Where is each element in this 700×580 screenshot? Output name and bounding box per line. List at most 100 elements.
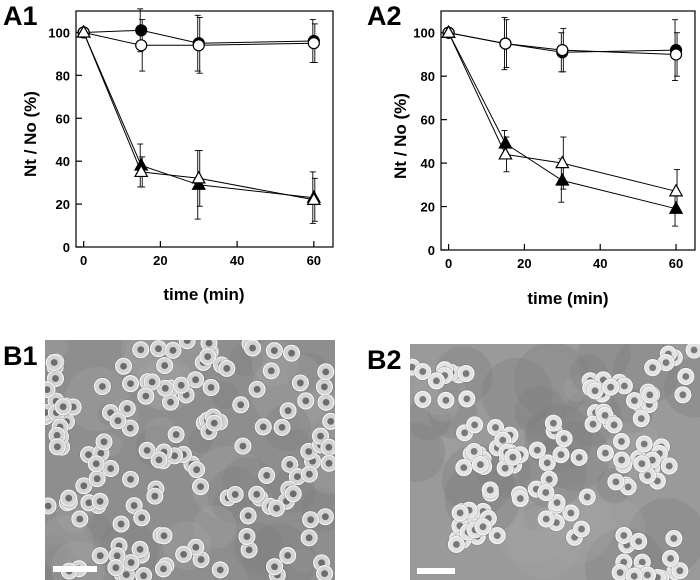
cell-core	[620, 382, 628, 390]
cell-core	[591, 387, 599, 395]
data-point-open-triangle	[555, 155, 570, 169]
cell-core	[322, 368, 330, 376]
cell-core	[97, 449, 105, 457]
data-point-filled-circle	[135, 24, 148, 37]
cell-core	[516, 495, 524, 502]
cell-core	[320, 383, 328, 391]
cell-core	[113, 552, 121, 560]
cell-core	[171, 452, 178, 460]
cell-core	[665, 462, 673, 470]
micrograph-b1	[45, 340, 335, 580]
cell-core	[197, 483, 204, 491]
cell-core	[545, 475, 553, 483]
panel-label-a2: A2	[367, 1, 402, 31]
x-tick-label: 20	[153, 253, 167, 268]
cell-core	[207, 384, 215, 391]
cell-core	[470, 448, 478, 455]
cell-core	[127, 559, 135, 566]
background-mottle	[45, 515, 94, 573]
cell-core	[638, 460, 646, 468]
cell-core	[85, 451, 92, 459]
cell-core	[542, 489, 550, 496]
chart-a1: 0 20 40 60 80 100 0 20 40 60 time (min) Nt / No (…	[21, 8, 334, 304]
cell-core	[140, 572, 148, 580]
cell-core	[616, 569, 624, 576]
background-mottle	[192, 505, 237, 549]
background-mottle	[511, 349, 585, 423]
background-mottle	[290, 548, 315, 573]
y-tick-label: 100	[48, 25, 70, 40]
cell-core	[624, 483, 632, 491]
y-axis-label-a2-holder: Nt / No (%)	[391, 93, 410, 179]
cell-core	[161, 384, 169, 392]
data-point-open-circle	[307, 37, 320, 50]
cell-core	[151, 492, 159, 500]
cell-core	[653, 477, 661, 485]
cell-core	[461, 429, 469, 437]
cell-core	[45, 409, 49, 416]
cell-core	[193, 466, 201, 474]
scale-bar-b1	[53, 566, 97, 572]
cell-core	[662, 359, 670, 367]
cell-core	[288, 349, 295, 357]
cell-core	[550, 419, 557, 427]
x-tick-label: 60	[307, 253, 321, 268]
cell-core	[293, 473, 301, 481]
cell-core	[53, 443, 61, 451]
cell-core	[253, 385, 261, 393]
cell-core	[92, 460, 100, 468]
data-point-open-triangle	[498, 146, 513, 160]
cell-core	[59, 403, 67, 411]
panel-label-a1: A1	[3, 1, 38, 31]
data-point-open-circle	[192, 39, 205, 52]
cell-core	[160, 565, 167, 573]
cell-core	[99, 383, 106, 390]
cell-core	[45, 502, 52, 510]
cell-core	[100, 438, 108, 446]
x-tick-label: 40	[230, 253, 244, 268]
cell-core	[646, 391, 654, 399]
cell-core	[462, 370, 470, 377]
cell-core	[637, 415, 645, 423]
cell-core	[243, 533, 251, 540]
y-tick-label: 20	[56, 197, 70, 212]
cell-core	[630, 572, 638, 580]
cell-core	[567, 509, 575, 517]
y-tick-label: 60	[421, 113, 435, 128]
cell-core	[682, 373, 690, 380]
cell-core	[649, 364, 657, 372]
series-line-filled-circle	[83, 29, 314, 44]
data-point-open-circle	[556, 44, 569, 57]
cell-core	[114, 417, 122, 425]
cell-core	[612, 478, 620, 486]
cell-core	[160, 532, 168, 540]
cell-core	[321, 570, 329, 577]
cell-core	[239, 442, 247, 450]
cell-core	[433, 377, 440, 385]
background-mottle	[144, 417, 178, 450]
cell-core	[80, 482, 88, 490]
cell-core	[305, 534, 313, 542]
x-tick-label: 20	[517, 256, 531, 271]
cell-core	[601, 411, 609, 419]
cell-core	[155, 456, 163, 464]
background-mottle	[83, 513, 111, 541]
cell-core	[210, 419, 218, 427]
cell-core	[52, 375, 59, 382]
background-mottle	[410, 422, 446, 483]
data-point-open-triangle	[668, 183, 684, 197]
cell-core	[543, 459, 551, 467]
series-line-filled-triangle	[448, 32, 677, 210]
cell-core	[471, 421, 479, 429]
data-point-filled-triangle	[668, 200, 684, 214]
y-tick-label: 0	[428, 243, 435, 258]
panel-label-b2: B2	[367, 345, 402, 375]
cell-core	[589, 420, 597, 428]
cell-core	[509, 453, 517, 461]
plot-frame	[440, 10, 696, 251]
cell-core	[249, 344, 256, 352]
cell-core	[640, 440, 648, 448]
cell-core	[136, 545, 144, 553]
cell-core	[161, 362, 169, 369]
